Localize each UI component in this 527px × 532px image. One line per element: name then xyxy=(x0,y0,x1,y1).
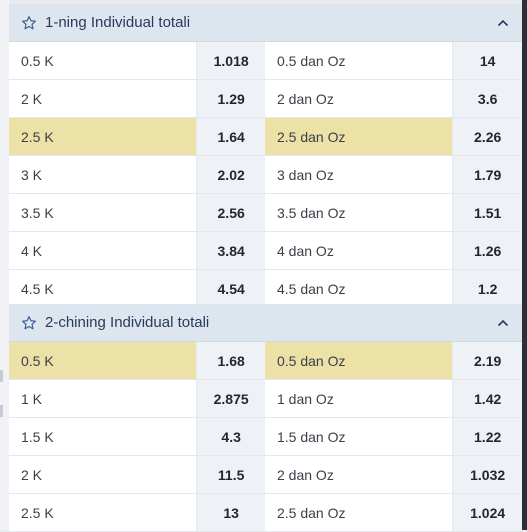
scrollbar[interactable] xyxy=(522,0,527,530)
over-label[interactable]: 3.5 dan Oz xyxy=(265,194,453,231)
over-odd-button[interactable]: 14 xyxy=(452,42,522,79)
over-label[interactable]: 4.5 dan Oz xyxy=(265,270,453,307)
market-section-1: 1-ning Individual totali 0.5 K 1.018 0.5 d… xyxy=(9,4,522,308)
over-label[interactable]: 2.5 dan Oz xyxy=(265,494,453,531)
odds-row: 2 K 1.29 2 dan Oz 3.6 xyxy=(9,80,522,118)
over-odd-button[interactable]: 1.032 xyxy=(452,456,522,493)
odds-row: 1.5 K 4.3 1.5 dan Oz 1.22 xyxy=(9,418,522,456)
over-odd-button[interactable]: 3.6 xyxy=(452,80,522,117)
odds-row: 3 K 2.02 3 dan Oz 1.79 xyxy=(9,156,522,194)
over-odd-button[interactable]: 1.51 xyxy=(452,194,522,231)
chevron-up-icon[interactable] xyxy=(496,16,510,30)
under-odd-button[interactable]: 2.02 xyxy=(196,156,265,193)
panel-marker xyxy=(0,405,3,417)
under-odd-button[interactable]: 1.68 xyxy=(196,342,265,379)
under-odd-button[interactable]: 1.29 xyxy=(196,80,265,117)
over-odd-button[interactable]: 1.2 xyxy=(452,270,522,307)
under-label[interactable]: 3 K xyxy=(9,156,197,193)
under-odd-button[interactable]: 1.64 xyxy=(196,118,265,155)
under-label[interactable]: 2.5 K xyxy=(9,118,197,155)
odds-row: 2 K 11.5 2 dan Oz 1.032 xyxy=(9,456,522,494)
under-odd-button[interactable]: 2.56 xyxy=(196,194,265,231)
under-label[interactable]: 0.5 K xyxy=(9,342,197,379)
under-odd-button[interactable]: 4.54 xyxy=(196,270,265,307)
under-label[interactable]: 1.5 K xyxy=(9,418,197,455)
over-odd-button[interactable]: 1.024 xyxy=(452,494,522,531)
panel-marker xyxy=(0,370,3,382)
section-title: 2-chining Individual totali xyxy=(45,314,210,331)
under-label[interactable]: 1 K xyxy=(9,380,197,417)
over-label[interactable]: 2.5 dan Oz xyxy=(265,118,453,155)
section-header[interactable]: 1-ning Individual totali xyxy=(9,4,522,42)
odds-row: 0.5 K 1.018 0.5 dan Oz 14 xyxy=(9,42,522,80)
star-icon[interactable] xyxy=(21,15,37,31)
odds-row: 4.5 K 4.54 4.5 dan Oz 1.2 xyxy=(9,270,522,308)
under-label[interactable]: 2 K xyxy=(9,80,197,117)
odds-rows: 0.5 K 1.68 0.5 dan Oz 2.19 1 K 2.875 1 dan Oz 1… xyxy=(9,342,522,532)
over-odd-button[interactable]: 1.22 xyxy=(452,418,522,455)
odds-row: 2.5 K 1.64 2.5 dan Oz 2.26 xyxy=(9,118,522,156)
over-label[interactable]: 2 dan Oz xyxy=(265,456,453,493)
market-section-2: 2-chining Individual totali 0.5 K 1.68 0.5… xyxy=(9,304,522,532)
odds-row: 3.5 K 2.56 3.5 dan Oz 1.51 xyxy=(9,194,522,232)
odds-rows: 0.5 K 1.018 0.5 dan Oz 14 2 K 1.29 2 dan Oz 3.6… xyxy=(9,42,522,308)
section-title: 1-ning Individual totali xyxy=(45,14,191,31)
odds-row: 0.5 K 1.68 0.5 dan Oz 2.19 xyxy=(9,342,522,380)
star-icon[interactable] xyxy=(21,315,37,331)
over-odd-button[interactable]: 1.26 xyxy=(452,232,522,269)
under-label[interactable]: 2 K xyxy=(9,456,197,493)
over-label[interactable]: 4 dan Oz xyxy=(265,232,453,269)
under-odd-button[interactable]: 2.875 xyxy=(196,380,265,417)
over-label[interactable]: 1 dan Oz xyxy=(265,380,453,417)
under-odd-button[interactable]: 4.3 xyxy=(196,418,265,455)
over-label[interactable]: 0.5 dan Oz xyxy=(265,342,453,379)
over-label[interactable]: 0.5 dan Oz xyxy=(265,42,453,79)
over-odd-button[interactable]: 2.19 xyxy=(452,342,522,379)
under-odd-button[interactable]: 3.84 xyxy=(196,232,265,269)
under-odd-button[interactable]: 13 xyxy=(196,494,265,531)
over-odd-button[interactable]: 1.42 xyxy=(452,380,522,417)
over-label[interactable]: 2 dan Oz xyxy=(265,80,453,117)
under-label[interactable]: 0.5 K xyxy=(9,42,197,79)
under-label[interactable]: 4.5 K xyxy=(9,270,197,307)
section-header[interactable]: 2-chining Individual totali xyxy=(9,304,522,342)
over-odd-button[interactable]: 2.26 xyxy=(452,118,522,155)
over-label[interactable]: 3 dan Oz xyxy=(265,156,453,193)
chevron-up-icon[interactable] xyxy=(496,316,510,330)
under-odd-button[interactable]: 1.018 xyxy=(196,42,265,79)
over-odd-button[interactable]: 1.79 xyxy=(452,156,522,193)
odds-row: 1 K 2.875 1 dan Oz 1.42 xyxy=(9,380,522,418)
odds-row: 2.5 K 13 2.5 dan Oz 1.024 xyxy=(9,494,522,532)
over-label[interactable]: 1.5 dan Oz xyxy=(265,418,453,455)
left-panel-edge xyxy=(0,0,9,530)
under-label[interactable]: 4 K xyxy=(9,232,197,269)
odds-row: 4 K 3.84 4 dan Oz 1.26 xyxy=(9,232,522,270)
under-label[interactable]: 2.5 K xyxy=(9,494,197,531)
under-label[interactable]: 3.5 K xyxy=(9,194,197,231)
under-odd-button[interactable]: 11.5 xyxy=(196,456,265,493)
